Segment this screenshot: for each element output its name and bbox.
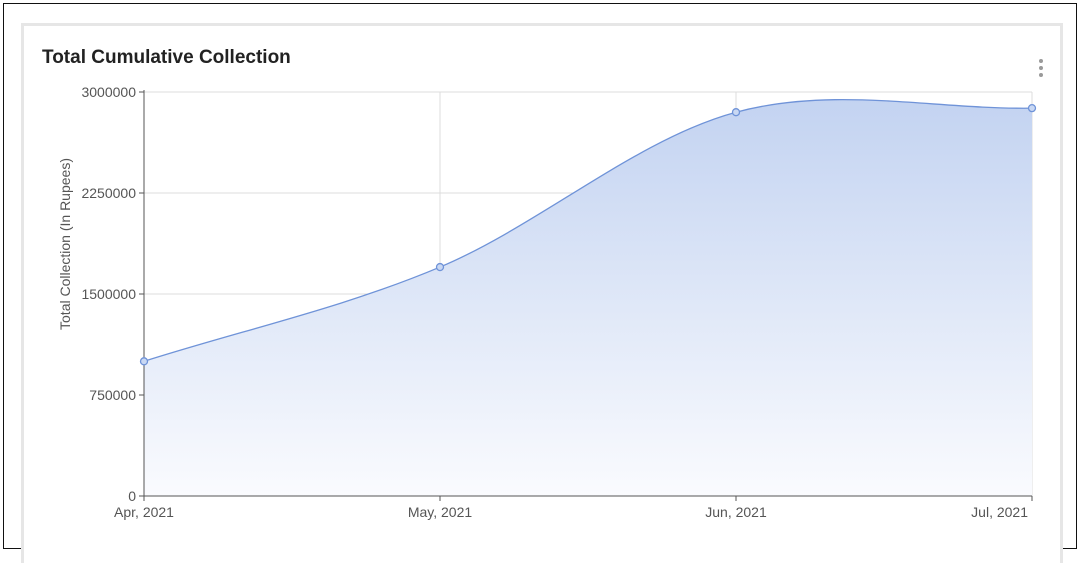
y-tick-label: 3000000 xyxy=(81,84,136,100)
y-tick-label: 0 xyxy=(128,488,136,504)
kebab-dot xyxy=(1039,59,1043,63)
data-point[interactable] xyxy=(731,108,741,117)
y-tick-label: 1500000 xyxy=(81,286,136,302)
kebab-menu-icon[interactable] xyxy=(1033,57,1049,79)
card-title: Total Cumulative Collection xyxy=(42,47,291,68)
x-tick-label: Jul, 2021 xyxy=(971,504,1028,520)
x-tick-label: May, 2021 xyxy=(408,504,473,520)
data-point[interactable] xyxy=(435,262,445,272)
series-line xyxy=(143,99,1033,362)
area-layer xyxy=(143,99,1033,496)
label-layer: 0 750000 1500000 2250000 3000000 Apr, 2021 May… xyxy=(57,84,1028,520)
series-area xyxy=(144,99,1032,496)
data-point[interactable] xyxy=(1027,104,1037,113)
kebab-dot xyxy=(1039,73,1043,77)
kebab-dot xyxy=(1039,66,1043,70)
x-tick-label: Apr, 2021 xyxy=(114,504,174,520)
axis-layer xyxy=(139,90,1033,501)
y-tick-label: 2250000 xyxy=(81,185,136,201)
x-tick-label: Jun, 2021 xyxy=(705,504,767,520)
data-point[interactable] xyxy=(139,357,149,366)
y-axis-title: Total Collection (In Rupees) xyxy=(57,158,73,330)
point-layer xyxy=(139,104,1037,366)
y-tick-label: 750000 xyxy=(89,387,136,403)
